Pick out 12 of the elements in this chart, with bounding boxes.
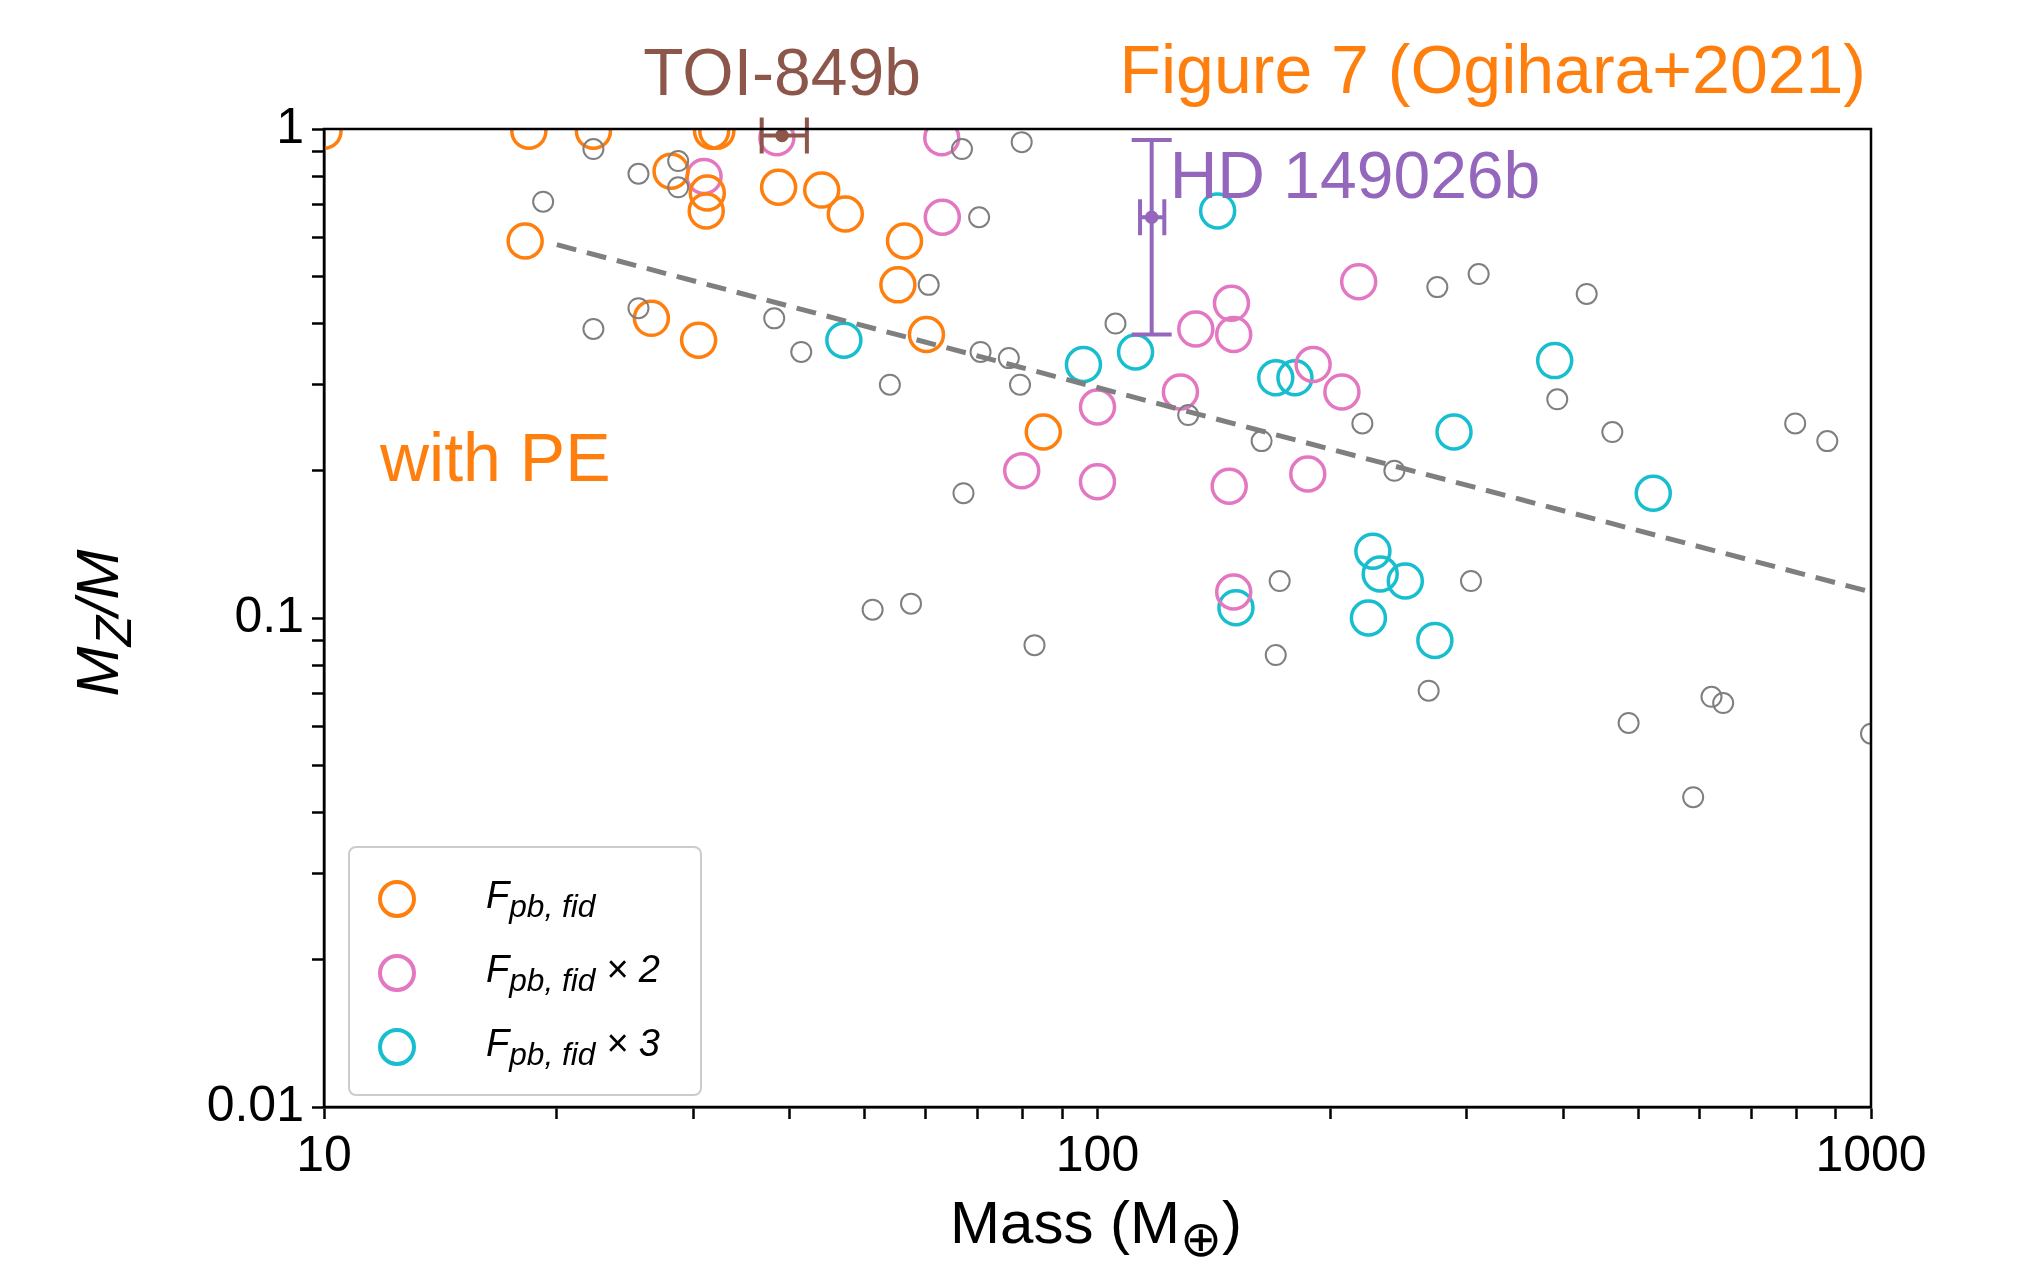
annotation: with PE <box>380 418 611 496</box>
x-tick-label: 1000 <box>1815 1125 1927 1182</box>
legend-label: F$_{pb, fid}$ <box>486 873 596 925</box>
y-tick-label: 1 <box>276 97 304 154</box>
series-label: HD 149026b <box>1169 137 1541 212</box>
caption: Figure 7 (Ogihara+2021) <box>1119 30 1866 108</box>
x-tick-label: 100 <box>1055 1125 1140 1182</box>
y-tick-label: 0.1 <box>234 586 304 643</box>
legend-label: F$_{pb, fid}$ × 3 <box>486 1021 660 1073</box>
series-label: TOI-849b <box>643 35 921 109</box>
legend-label: F$_{pb, fid}$ × 2 <box>486 947 660 999</box>
x-axis-title: Mass (M$_{⊕}$) <box>949 1188 1243 1268</box>
